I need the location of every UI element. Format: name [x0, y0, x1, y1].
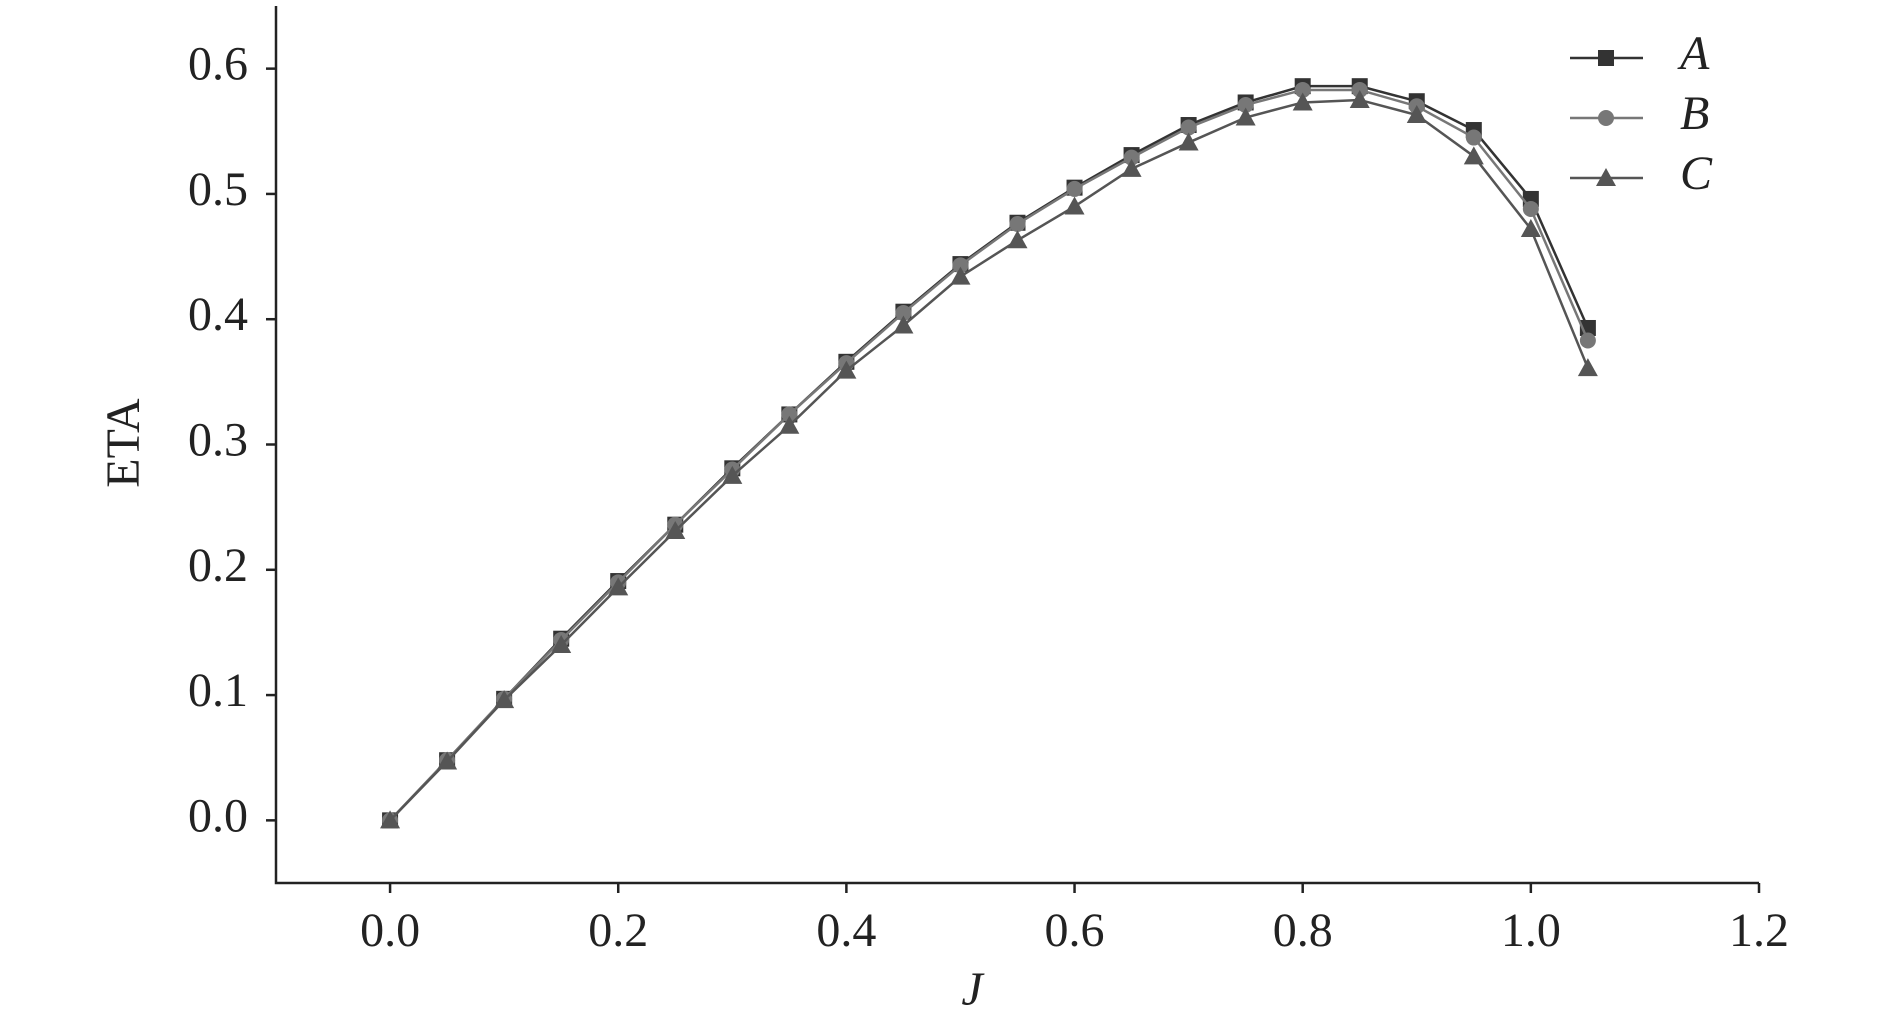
y-tick-label: 0.5	[188, 163, 248, 216]
y-tick-label: 0.2	[188, 539, 248, 592]
y-tick-label: 0.4	[188, 288, 248, 341]
marker	[608, 577, 629, 596]
marker	[1465, 129, 1482, 146]
marker	[1123, 149, 1140, 166]
x-tick-label: 0.2	[588, 904, 648, 957]
series-line	[389, 88, 1590, 822]
marker	[1121, 158, 1142, 177]
x-tick-label: 1.0	[1501, 904, 1561, 957]
marker	[836, 360, 857, 379]
legend-label: A	[1677, 27, 1710, 80]
marker	[1178, 132, 1199, 151]
y-tick-label: 0.3	[188, 414, 248, 467]
marker	[950, 266, 971, 285]
x-tick-label: 0.0	[360, 904, 420, 957]
marker	[1066, 180, 1083, 197]
marker	[952, 257, 969, 274]
marker	[1237, 96, 1254, 113]
y-tick-label: 0.1	[188, 664, 248, 717]
y-tick-label: 0.0	[188, 789, 248, 842]
marker	[1598, 110, 1614, 126]
marker	[1463, 146, 1484, 165]
marker	[1294, 81, 1311, 98]
marker	[1522, 200, 1539, 217]
marker	[1596, 168, 1616, 186]
legend-label: C	[1680, 147, 1713, 200]
marker	[1009, 215, 1026, 232]
marker	[494, 690, 515, 709]
marker	[1235, 107, 1256, 126]
marker	[665, 520, 686, 539]
marker	[779, 415, 800, 434]
y-tick-label: 0.6	[188, 38, 248, 91]
series	[380, 89, 1598, 829]
x-tick-label: 1.2	[1729, 904, 1789, 957]
series-line	[389, 84, 1590, 822]
marker	[437, 751, 458, 770]
marker	[1351, 81, 1368, 98]
marker	[1577, 358, 1598, 377]
marker	[722, 465, 743, 484]
series-line	[389, 98, 1590, 822]
marker	[1598, 50, 1614, 66]
series	[382, 78, 1596, 829]
marker	[893, 315, 914, 334]
marker	[380, 810, 401, 829]
x-axis-label: J	[961, 963, 985, 1016]
series	[382, 81, 1596, 829]
marker	[551, 634, 572, 653]
x-tick-label: 0.6	[1045, 904, 1105, 957]
marker	[895, 304, 912, 321]
x-tick-label: 0.4	[816, 904, 876, 957]
marker	[1349, 89, 1370, 108]
marker	[1520, 219, 1541, 238]
marker	[1406, 104, 1427, 123]
legend-label: B	[1680, 87, 1709, 140]
axes	[274, 6, 1759, 885]
y-axis-label: ETA	[97, 398, 150, 488]
marker	[1180, 119, 1197, 136]
marker	[1292, 92, 1313, 111]
marker	[1007, 230, 1028, 249]
marker	[1064, 196, 1085, 215]
x-tick-label: 0.8	[1273, 904, 1333, 957]
marker	[1579, 332, 1596, 349]
marker	[781, 406, 798, 423]
